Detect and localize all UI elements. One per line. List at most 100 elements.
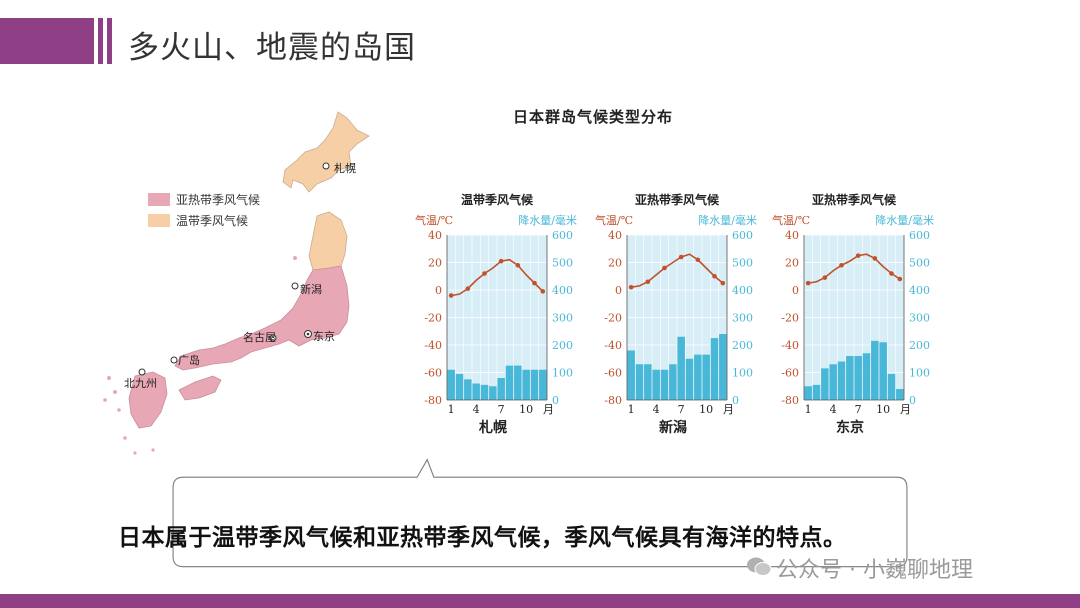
precip-axis-label: 降水量/毫米: [875, 213, 934, 227]
precip-tick-label: 100: [552, 367, 573, 380]
precip-bar: [464, 379, 472, 400]
hokkaido-region: [282, 111, 370, 193]
hiroshima-marker: [170, 356, 178, 364]
precip-tick-label: 400: [909, 284, 930, 297]
chart-title: 温带季风气候: [461, 192, 534, 207]
precip-tick-label: 0: [909, 394, 916, 407]
precip-bar: [837, 361, 846, 400]
precip-axis-label: 降水量/毫米: [518, 213, 577, 227]
x-axis-unit: 月: [723, 403, 734, 416]
city-label-sapporo: 札幌: [334, 162, 356, 175]
legend-swatch: [148, 193, 170, 206]
precip-bar: [635, 364, 644, 400]
temp-tick-label: -20: [604, 312, 622, 325]
x-tick-label: 7: [678, 403, 685, 416]
temp-point: [540, 289, 546, 294]
kyushu-region: [128, 371, 168, 429]
callout-box: [172, 458, 908, 568]
precip-tick-label: 300: [732, 312, 753, 325]
precip-bar: [489, 386, 497, 400]
temp-tick-label: 20: [785, 257, 799, 270]
x-tick-label: 4: [830, 403, 837, 416]
x-axis-unit: 月: [543, 403, 554, 416]
precip-bar: [804, 386, 812, 400]
temp-point: [839, 262, 844, 268]
legend-item-temperate: 温带季风气候: [148, 211, 260, 230]
header-accent-bar: [0, 18, 94, 64]
sapporo-marker: [322, 162, 330, 170]
legend-label: 温带季风气候: [176, 214, 249, 228]
chart-city-label: 新潟: [659, 419, 687, 436]
map-legend: 亚热带季风气候 温带季风气候: [148, 190, 260, 232]
city-label-kitakyushu: 北九州: [124, 377, 157, 390]
city-label-tokyo: 东京: [313, 330, 335, 343]
precip-bar: [660, 369, 669, 400]
temp-point: [872, 256, 878, 261]
precip-bar: [447, 369, 455, 400]
shikoku-region: [178, 375, 222, 401]
x-tick-label: 10: [699, 403, 713, 416]
precip-bar: [694, 354, 702, 400]
legend-label: 亚热带季风气候: [176, 193, 261, 207]
temp-tick-label: -40: [424, 339, 442, 352]
precip-tick-label: 500: [552, 257, 573, 270]
precip-bar: [652, 369, 660, 400]
precip-bar: [812, 384, 821, 400]
precip-bar: [505, 365, 514, 400]
precip-tick-label: 400: [732, 284, 753, 297]
precip-tick-label: 300: [909, 312, 930, 325]
temp-point: [482, 271, 487, 276]
temp-point: [822, 275, 828, 280]
precip-tick-label: 600: [552, 229, 573, 242]
temp-point: [855, 253, 861, 258]
temp-tick-label: 0: [615, 284, 622, 297]
nagoya-marker: [269, 334, 277, 342]
temp-tick-label: -80: [604, 394, 622, 407]
japan-climate-map: [103, 111, 370, 455]
precip-tick-label: 600: [909, 229, 930, 242]
temp-point: [720, 280, 726, 286]
bottom-accent-bar: [0, 594, 1080, 608]
temp-tick-label: -80: [424, 394, 442, 407]
watermark-text: 公众号 · 小巍聊地理: [776, 558, 973, 583]
precip-tick-label: 0: [552, 394, 559, 407]
temp-point: [532, 280, 537, 286]
precip-bar: [644, 364, 652, 400]
precip-bar: [539, 369, 547, 400]
precip-bar: [472, 383, 480, 400]
temp-tick-label: -60: [604, 367, 622, 380]
precip-bar: [685, 358, 694, 400]
temp-tick-label: -20: [781, 312, 799, 325]
temp-point: [628, 284, 634, 290]
temp-point: [448, 293, 454, 298]
precip-bar: [854, 356, 862, 400]
precip-tick-label: 0: [732, 394, 739, 407]
temp-point: [695, 257, 701, 263]
precip-bar: [896, 389, 904, 400]
precip-tick-label: 200: [909, 339, 930, 352]
legend-swatch: [148, 214, 170, 227]
precip-bar: [480, 384, 489, 400]
temp-tick-label: 40: [608, 229, 622, 242]
temp-tick-label: 40: [428, 229, 442, 242]
temp-tick-label: -80: [781, 394, 799, 407]
precip-tick-label: 500: [909, 257, 930, 270]
temp-axis-label: 气温/℃: [595, 213, 633, 227]
precip-bar: [879, 342, 887, 400]
temp-tick-label: 0: [435, 284, 442, 297]
temp-tick-label: 40: [785, 229, 799, 242]
temp-point: [645, 279, 651, 285]
precip-bar: [669, 364, 677, 400]
temp-point: [897, 276, 903, 282]
chart-city-label: 札幌: [478, 419, 507, 436]
x-axis-unit: 月: [900, 403, 911, 416]
precip-bar: [710, 338, 719, 400]
temp-tick-label: -60: [424, 367, 442, 380]
temp-point: [662, 265, 667, 271]
temp-tick-label: -20: [424, 312, 442, 325]
temp-tick-label: 20: [608, 257, 622, 270]
precip-bar: [522, 369, 530, 400]
precip-tick-label: 400: [552, 284, 573, 297]
